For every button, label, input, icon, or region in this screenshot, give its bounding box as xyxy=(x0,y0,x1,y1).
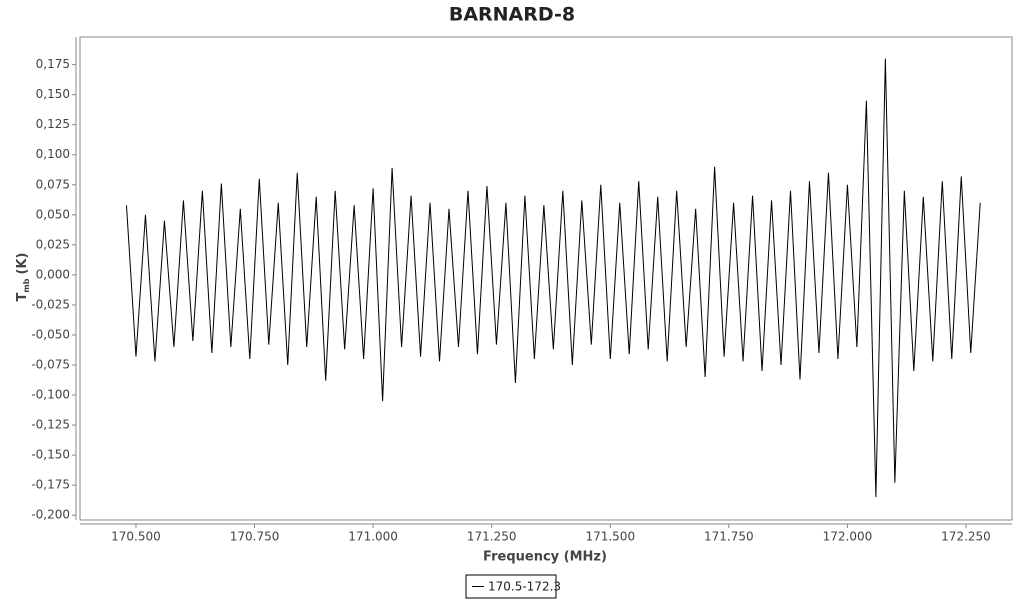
y-tick-label: 0,025 xyxy=(36,237,70,251)
y-tick-label: -0,125 xyxy=(31,418,70,432)
y-tick-label: -0,025 xyxy=(31,297,70,311)
x-tick-label: 171.750 xyxy=(704,530,754,544)
y-tick-label: -0,200 xyxy=(31,508,70,522)
plot-frame xyxy=(79,36,1013,521)
y-tick-label: -0,050 xyxy=(31,327,70,341)
y-axis-label: Tmb (K) xyxy=(15,253,31,302)
x-tick-label: 170.500 xyxy=(111,530,161,544)
y-tick-label: 0,150 xyxy=(36,87,70,101)
spectrum-line xyxy=(125,58,981,498)
y-tick-label: -0,150 xyxy=(31,448,70,462)
x-tick-label: 172.250 xyxy=(941,530,991,544)
y-tick-label: 0,050 xyxy=(36,207,70,221)
y-tick-label: -0,100 xyxy=(31,388,70,402)
y-tick-label: 0,000 xyxy=(36,267,70,281)
y-label-symbol: T xyxy=(15,292,30,301)
y-label-unit: (K) xyxy=(15,253,30,275)
y-label-subscript: mb xyxy=(22,278,31,292)
legend-box xyxy=(465,574,557,599)
chart-title: BARNARD-8 xyxy=(449,4,575,26)
x-tick-label: 171.000 xyxy=(348,530,398,544)
x-axis-label: Frequency (MHz) xyxy=(483,550,607,565)
y-tick-label: 0,100 xyxy=(36,147,70,161)
x-tick-label: 172.000 xyxy=(823,530,873,544)
x-tick-label: 170.750 xyxy=(230,530,280,544)
x-tick-label: 171.500 xyxy=(585,530,635,544)
y-tick-label: 0,125 xyxy=(36,117,70,131)
y-tick-label: 0,075 xyxy=(36,177,70,191)
x-tick-label: 171.250 xyxy=(467,530,517,544)
y-tick-label: -0,175 xyxy=(31,478,70,492)
legend-label: 170.5-172.3 xyxy=(488,580,561,594)
y-tick-label: -0,075 xyxy=(31,358,70,372)
y-tick-label: 0,175 xyxy=(36,57,70,71)
